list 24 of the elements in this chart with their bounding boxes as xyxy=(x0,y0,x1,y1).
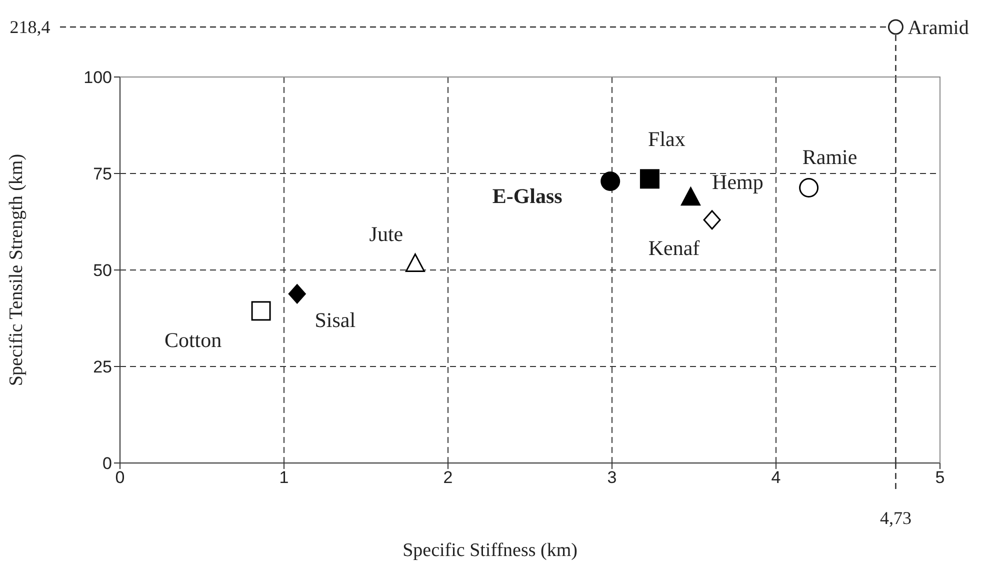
series-label: Sisal xyxy=(314,308,356,332)
ref-line-label: 4,73 xyxy=(880,508,912,528)
series-label: Kenaf xyxy=(648,236,700,260)
y-axis-title: Specific Tensile Strength (km) xyxy=(6,154,27,386)
series-label: Ramie xyxy=(802,144,858,169)
series-label: Flax xyxy=(648,126,686,151)
x-tick-label: 4 xyxy=(771,468,781,488)
y-tick-label: 100 xyxy=(84,68,112,88)
y-tick-label: 50 xyxy=(93,261,112,280)
y-tick-label: 75 xyxy=(93,164,112,184)
x-tick-label: 3 xyxy=(607,468,617,488)
y-tick-label: 0 xyxy=(102,454,112,474)
series-label: E-Glass xyxy=(492,184,562,208)
x-tick-label: 0 xyxy=(115,468,125,488)
text: Aramid xyxy=(908,17,969,39)
text: 218,4 xyxy=(10,17,50,37)
series-label: Jute xyxy=(369,222,404,246)
x-axis-title: Specific Stiffness (km) xyxy=(402,540,578,561)
x-tick-label: 1 xyxy=(279,468,289,488)
x-tick-label: 5 xyxy=(935,468,945,488)
x-tick-label: 2 xyxy=(443,468,453,488)
series-label: Hemp xyxy=(712,170,764,194)
y-tick-label: 25 xyxy=(93,358,112,377)
series-label: Cotton xyxy=(164,328,222,352)
